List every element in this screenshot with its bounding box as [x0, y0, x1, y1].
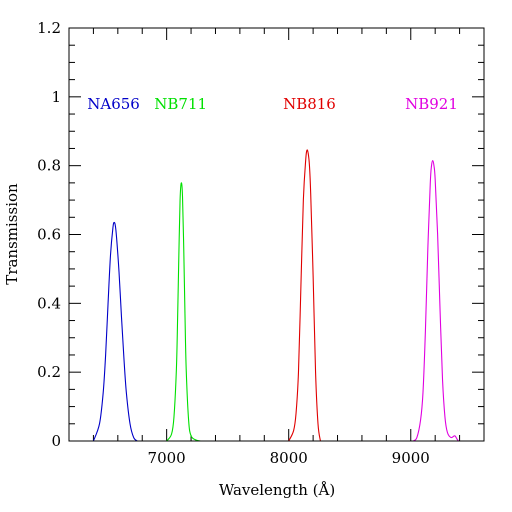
series-line-nb816 — [288, 149, 321, 442]
series-label-nb711: NB711 — [154, 95, 207, 113]
y-tick-label: 0.8 — [37, 157, 61, 175]
series-curves — [92, 149, 459, 442]
plot-frame — [68, 27, 485, 442]
series-label-nb921: NB921 — [405, 95, 458, 113]
x-tick-label: 8000 — [270, 449, 308, 467]
y-tick-label: 1.2 — [37, 19, 61, 37]
series-line-nb711 — [166, 182, 201, 442]
y-tick-label: 0.2 — [37, 363, 61, 381]
axis-tick-labels: 7000 8000 9000 0 0.2 0.4 0.6 0.8 1 1.2 — [37, 19, 430, 467]
y-axis-label: Transmission — [3, 183, 21, 285]
series-line-na656 — [92, 221, 138, 442]
x-tick-label: 9000 — [392, 449, 430, 467]
axis-ticks — [68, 27, 485, 442]
x-tick-label: 7000 — [148, 449, 186, 467]
y-tick-label: 0.4 — [37, 294, 61, 312]
y-tick-label: 0 — [51, 432, 61, 450]
series-label-na656: NA656 — [87, 95, 140, 113]
x-axis-label: Wavelength (Å) — [219, 481, 335, 499]
y-tick-label: 0.6 — [37, 226, 61, 244]
y-tick-label: 1 — [51, 88, 61, 106]
series-label-nb816: NB816 — [283, 95, 336, 113]
series-line-nb921 — [412, 159, 459, 442]
series-labels: NA656 NB711 NB816 NB921 — [87, 95, 458, 113]
